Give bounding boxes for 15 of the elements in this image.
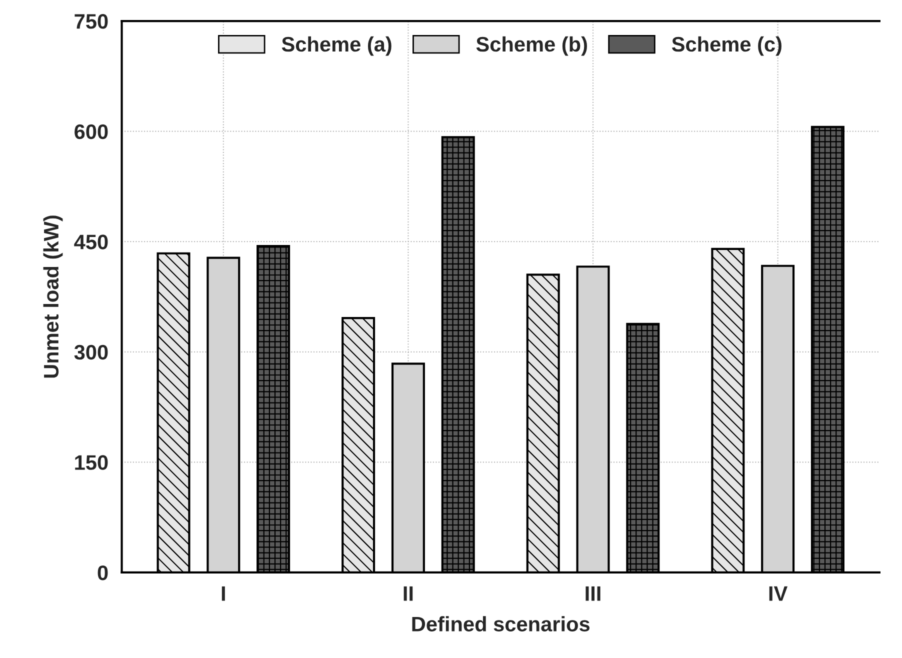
y-tick-label: 750 (74, 14, 108, 29)
x-axis-title: Defined scenarios (412, 616, 590, 632)
y-tick-label: 600 (74, 124, 108, 140)
legend-label: Scheme (b) (476, 36, 587, 56)
legend-label: Scheme (c) (672, 36, 782, 56)
y-tick-label: 300 (74, 344, 108, 360)
y-tick-label: 450 (74, 234, 108, 250)
x-tick-label: I (222, 586, 225, 601)
y-tick-label: 0 (98, 565, 108, 580)
x-tick-label: II (404, 586, 413, 601)
x-tick-label: III (586, 586, 600, 601)
y-axis-title: Unmet load (kW) (43, 216, 63, 378)
x-tick-label: IV (769, 586, 788, 601)
legend-label: Scheme (a) (282, 36, 392, 56)
y-tick-label: 150 (75, 455, 108, 470)
